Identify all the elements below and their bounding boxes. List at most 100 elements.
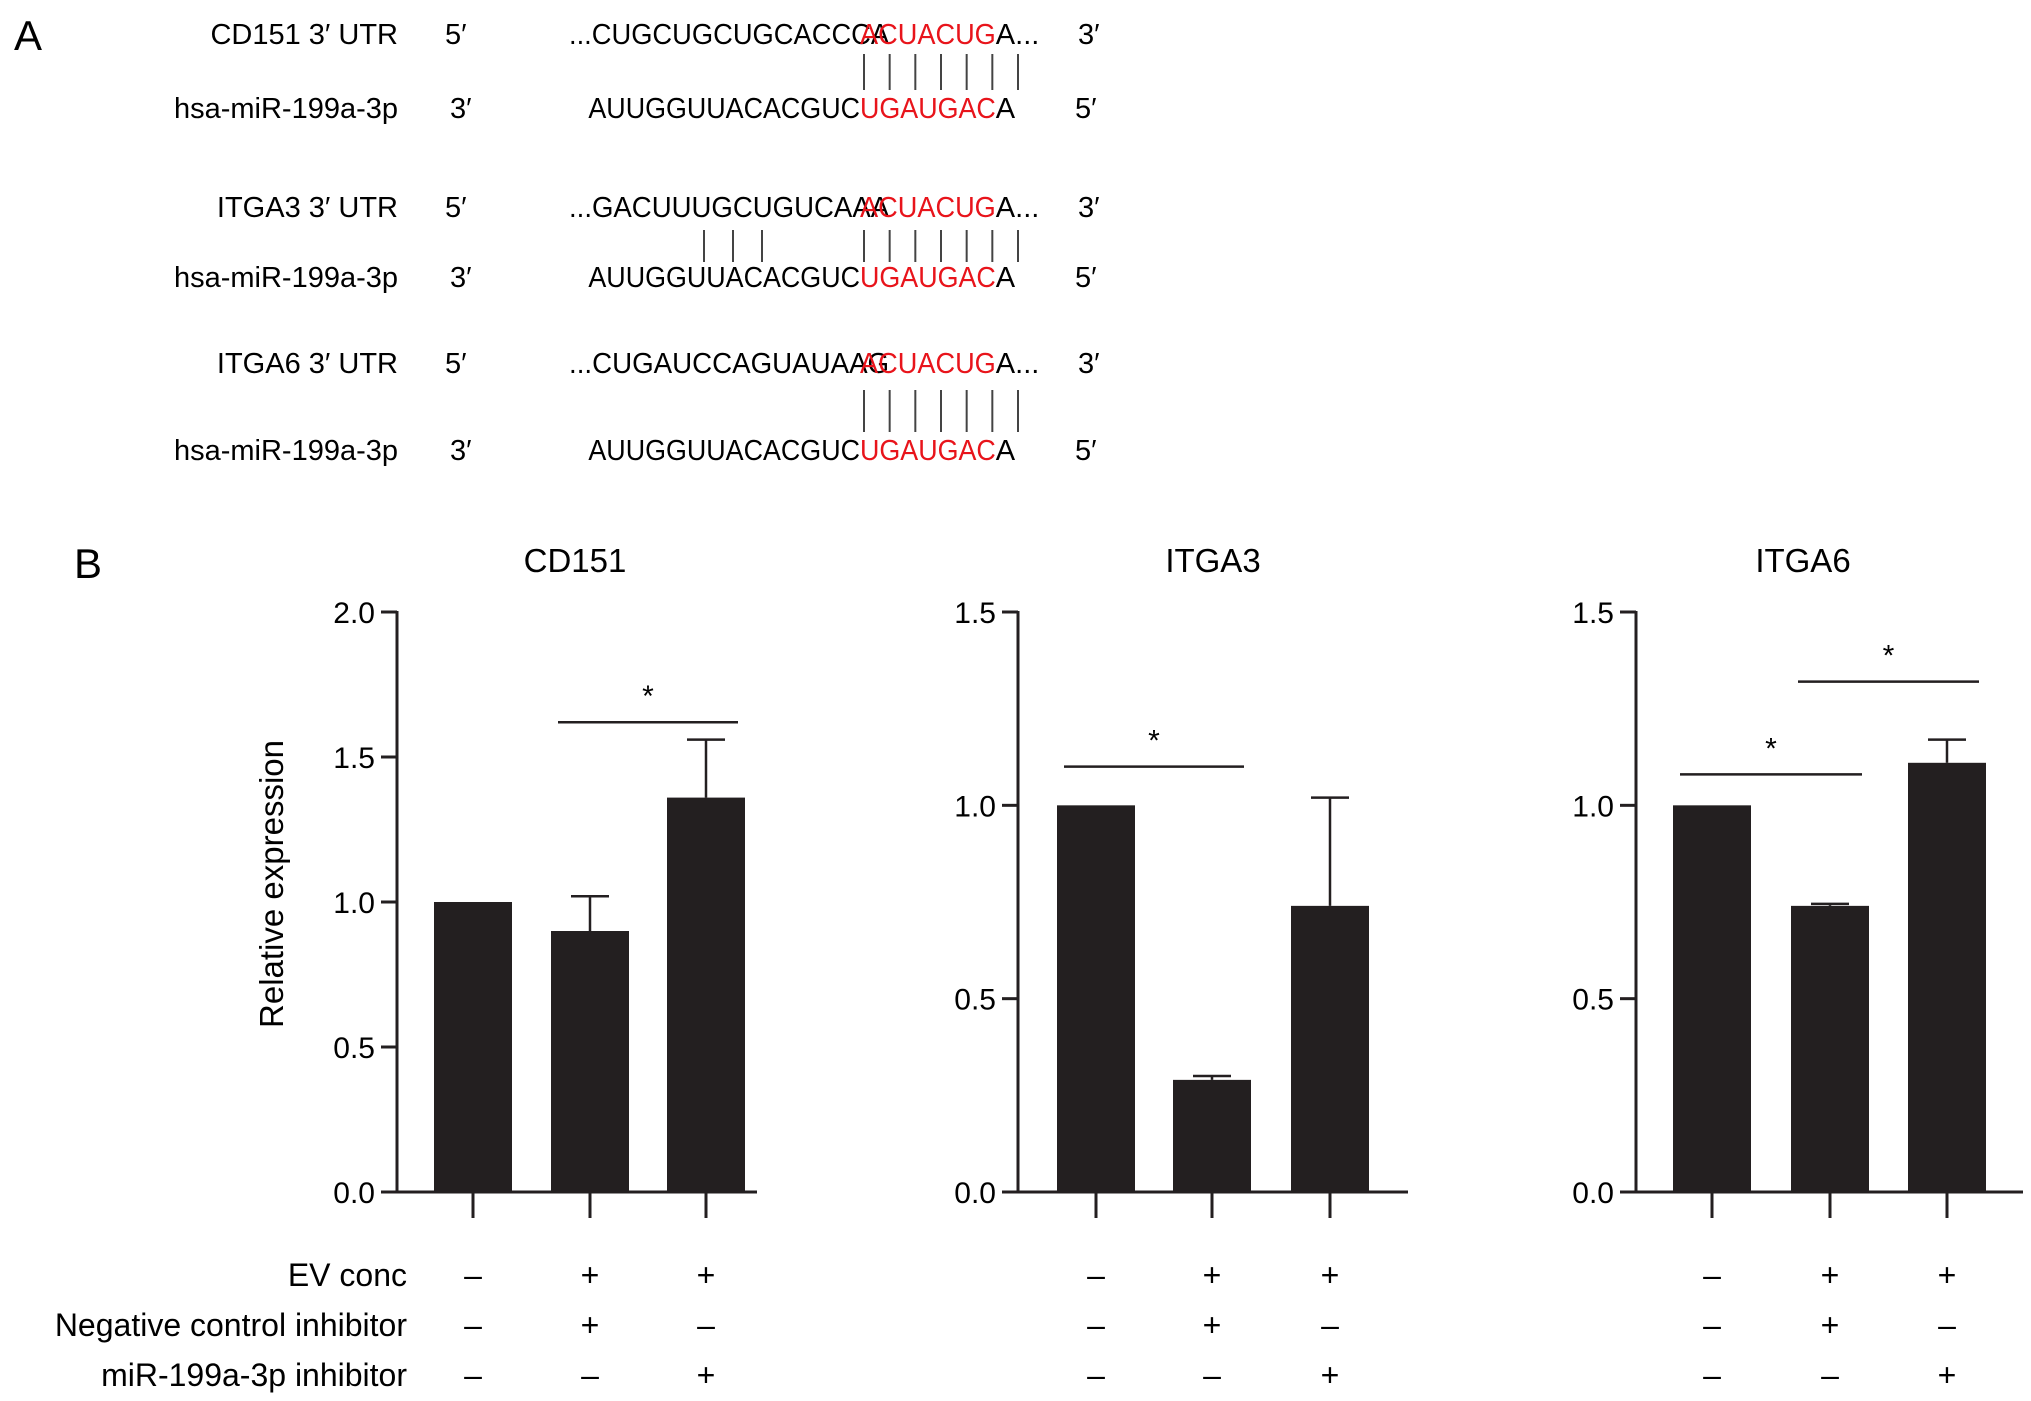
target-name: ITGA3 3′ UTR bbox=[217, 192, 398, 224]
target-sequence-right: A... bbox=[996, 348, 1040, 380]
mirna-sequence-left: AUUGGUUACACGUC bbox=[588, 262, 860, 294]
panel-a-label: A bbox=[14, 12, 42, 59]
mirna-3-prime: 3′ bbox=[450, 262, 472, 294]
y-tick-label: 1.5 bbox=[954, 597, 996, 630]
significance-star: * bbox=[1883, 640, 1895, 673]
y-tick-label: 1.5 bbox=[333, 742, 375, 775]
target-seed: ACUACUG bbox=[860, 192, 996, 224]
mirna-name: hsa-miR-199a-3p bbox=[174, 435, 398, 467]
condition-symbol: + bbox=[1821, 1307, 1840, 1343]
condition-symbol: – bbox=[464, 1257, 482, 1293]
target-sequence-left: ...CUGAUCCAGUAUAAG bbox=[569, 348, 889, 380]
condition-symbol: – bbox=[1703, 1257, 1721, 1293]
condition-symbol: + bbox=[1938, 1257, 1957, 1293]
condition-symbol: – bbox=[1087, 1307, 1105, 1343]
y-tick-label: 1.5 bbox=[1572, 597, 1614, 630]
mirna-seed: UGAUGAC bbox=[860, 435, 996, 467]
bar-chart-itga3: ITGA3 0.0 0.5 1.0 1.5 * – + + – + – – – + bbox=[954, 542, 1408, 1393]
y-tick-label: 1.0 bbox=[1572, 790, 1614, 823]
bar bbox=[1673, 805, 1751, 1192]
target-sequence-left: ...GACUUUGCUGUCAAA bbox=[569, 192, 890, 224]
mirna-3-prime: 3′ bbox=[450, 93, 472, 125]
y-tick-label: 0.0 bbox=[954, 1177, 996, 1210]
condition-symbol: + bbox=[1203, 1307, 1222, 1343]
condition-symbol: – bbox=[1821, 1357, 1839, 1393]
panel-b: B CD151 0.0 0.5 1.0 1.5 2.0 Relative expression… bbox=[55, 540, 2023, 1393]
condition-symbol: – bbox=[1087, 1357, 1105, 1393]
bar-chart-itga6: ITGA6 0.0 0.5 1.0 1.5 * * – + + – + – – – + bbox=[1572, 542, 2023, 1393]
target-seed: ACUACUG bbox=[860, 19, 996, 51]
condition-symbol: – bbox=[697, 1307, 715, 1343]
mirna-5-prime: 5′ bbox=[1075, 93, 1097, 125]
bar bbox=[551, 931, 629, 1192]
mirna-3-prime: 3′ bbox=[450, 435, 472, 467]
condition-symbol: + bbox=[581, 1307, 600, 1343]
target-5-prime: 5′ bbox=[445, 19, 467, 51]
panel-a: A CD151 3′ UTR 5′ ...CUGCUGCUGCACCCAACUACUG… bbox=[14, 12, 1100, 467]
condition-symbol: – bbox=[1703, 1307, 1721, 1343]
condition-symbol: – bbox=[1938, 1307, 1956, 1343]
target-name: CD151 3′ UTR bbox=[210, 19, 398, 51]
condition-symbol: – bbox=[464, 1307, 482, 1343]
bar bbox=[667, 797, 745, 1192]
condition-symbol: + bbox=[581, 1257, 600, 1293]
bar bbox=[434, 902, 512, 1192]
significance-star: * bbox=[1765, 732, 1777, 765]
condition-symbol: + bbox=[1203, 1257, 1222, 1293]
y-tick-label: 0.0 bbox=[333, 1177, 375, 1210]
y-tick-label: 1.0 bbox=[954, 790, 996, 823]
condition-label: Negative control inhibitor bbox=[55, 1307, 408, 1343]
target-3-prime: 3′ bbox=[1078, 192, 1100, 224]
mirna-sequence-right: A bbox=[996, 262, 1016, 294]
condition-symbol: – bbox=[1321, 1307, 1339, 1343]
mirna-name: hsa-miR-199a-3p bbox=[174, 262, 398, 294]
target-5-prime: 5′ bbox=[445, 192, 467, 224]
mirna-5-prime: 5′ bbox=[1075, 262, 1097, 294]
condition-symbol: + bbox=[697, 1357, 716, 1393]
condition-symbol: + bbox=[697, 1257, 716, 1293]
significance-star: * bbox=[642, 680, 654, 713]
target-sequence-right: A... bbox=[996, 192, 1040, 224]
y-tick-label: 0.5 bbox=[1572, 984, 1614, 1017]
bar bbox=[1908, 762, 1986, 1192]
significance-star: * bbox=[1148, 725, 1160, 758]
condition-symbol: + bbox=[1821, 1257, 1840, 1293]
bar bbox=[1173, 1079, 1251, 1192]
mirna-name: hsa-miR-199a-3p bbox=[174, 93, 398, 125]
y-tick-label: 2.0 bbox=[333, 597, 375, 630]
target-sequence-left: ...CUGCUGCUGCACCCA bbox=[569, 19, 890, 51]
panel-b-label: B bbox=[74, 540, 102, 587]
mirna-sequence-right: A bbox=[996, 435, 1016, 467]
chart-title: ITGA3 bbox=[1165, 542, 1260, 579]
mirna-5-prime: 5′ bbox=[1075, 435, 1097, 467]
condition-symbol: – bbox=[1203, 1357, 1221, 1393]
target-name: ITGA6 3′ UTR bbox=[217, 348, 398, 380]
condition-label: miR-199a-3p inhibitor bbox=[101, 1357, 407, 1393]
target-3-prime: 3′ bbox=[1078, 348, 1100, 380]
y-tick-label: 0.5 bbox=[333, 1032, 375, 1065]
bar bbox=[1291, 905, 1369, 1192]
y-tick-label: 0.5 bbox=[954, 984, 996, 1017]
target-5-prime: 5′ bbox=[445, 348, 467, 380]
target-3-prime: 3′ bbox=[1078, 19, 1100, 51]
condition-symbol: – bbox=[1703, 1357, 1721, 1393]
chart-title: ITGA6 bbox=[1755, 542, 1850, 579]
target-sequence-right: A... bbox=[996, 19, 1040, 51]
mirna-seed: UGAUGAC bbox=[860, 262, 996, 294]
condition-symbol: + bbox=[1938, 1357, 1957, 1393]
mirna-sequence-right: A bbox=[996, 93, 1016, 125]
y-tick-label: 1.0 bbox=[333, 887, 375, 920]
bar bbox=[1057, 805, 1135, 1192]
target-seed: ACUACUG bbox=[860, 348, 996, 380]
condition-symbol: + bbox=[1321, 1257, 1340, 1293]
condition-symbol: – bbox=[1087, 1257, 1105, 1293]
mirna-sequence-left: AUUGGUUACACGUC bbox=[588, 435, 860, 467]
y-axis-label: Relative expression bbox=[253, 740, 290, 1028]
condition-symbol: – bbox=[581, 1357, 599, 1393]
mirna-sequence-left: AUUGGUUACACGUC bbox=[588, 93, 860, 125]
mirna-seed: UGAUGAC bbox=[860, 93, 996, 125]
